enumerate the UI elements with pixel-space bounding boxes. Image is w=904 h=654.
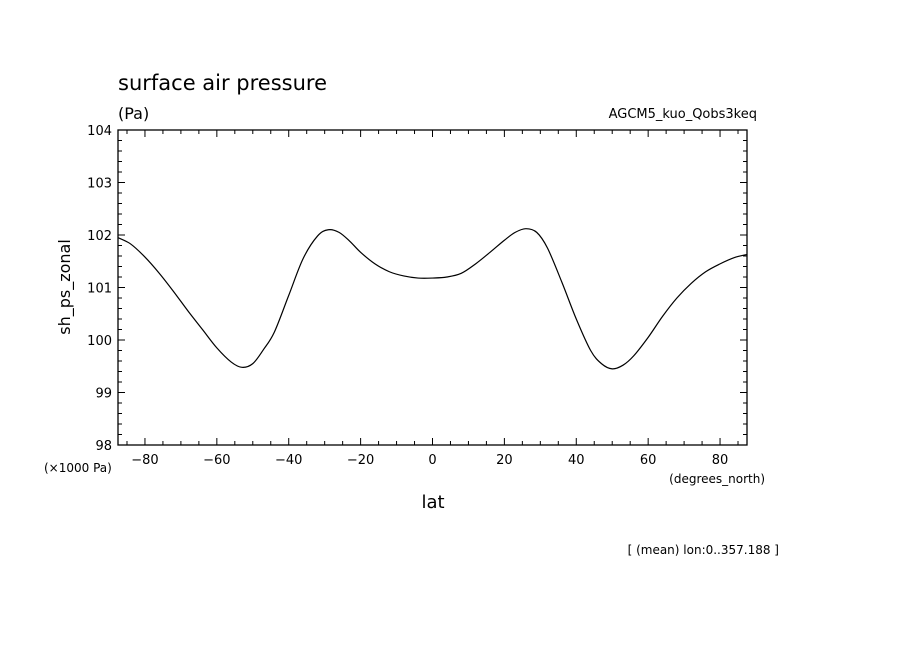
y-tick-label: 102	[87, 229, 112, 244]
y-tick-label: 101	[87, 282, 112, 297]
x-tick-label: 40	[568, 453, 585, 468]
x-axis-label: lat	[421, 492, 444, 513]
x-tick-label: −40	[275, 453, 302, 468]
y-tick-labels: 98 99 100 101 102 103 104	[87, 124, 112, 454]
x-tick-label: −20	[347, 453, 374, 468]
y-tick-label: 100	[87, 334, 112, 349]
axis-ticks	[118, 129, 747, 446]
x-tick-label: −60	[203, 453, 230, 468]
x-tick-label: 0	[428, 453, 436, 468]
y-tick-label: 99	[95, 387, 112, 402]
x-tick-labels: −80 −60 −40 −20 0 20 40 60 80	[131, 453, 728, 468]
x-tick-label: 80	[712, 453, 729, 468]
series-line	[117, 228, 748, 370]
plot-frame	[117, 129, 748, 446]
experiment-label: AGCM5_kuo_Qobs3keq	[609, 107, 757, 122]
y-tick-label: 104	[87, 124, 112, 139]
y-tick-label: 103	[87, 177, 112, 192]
chart-title: surface air pressure	[118, 71, 327, 95]
x-unit-note: (degrees_north)	[669, 472, 765, 486]
x-tick-label: −80	[131, 453, 158, 468]
y-tick-label: 98	[95, 439, 112, 454]
x-tick-label: 60	[640, 453, 657, 468]
units-label: (Pa)	[118, 104, 149, 123]
y-scale-note: (×1000 Pa)	[44, 461, 112, 475]
x-tick-label: 20	[496, 453, 513, 468]
footnote: [ (mean) lon:0..357.188 ]	[628, 543, 779, 557]
y-axis-label: sh_ps_zonal	[55, 239, 75, 335]
